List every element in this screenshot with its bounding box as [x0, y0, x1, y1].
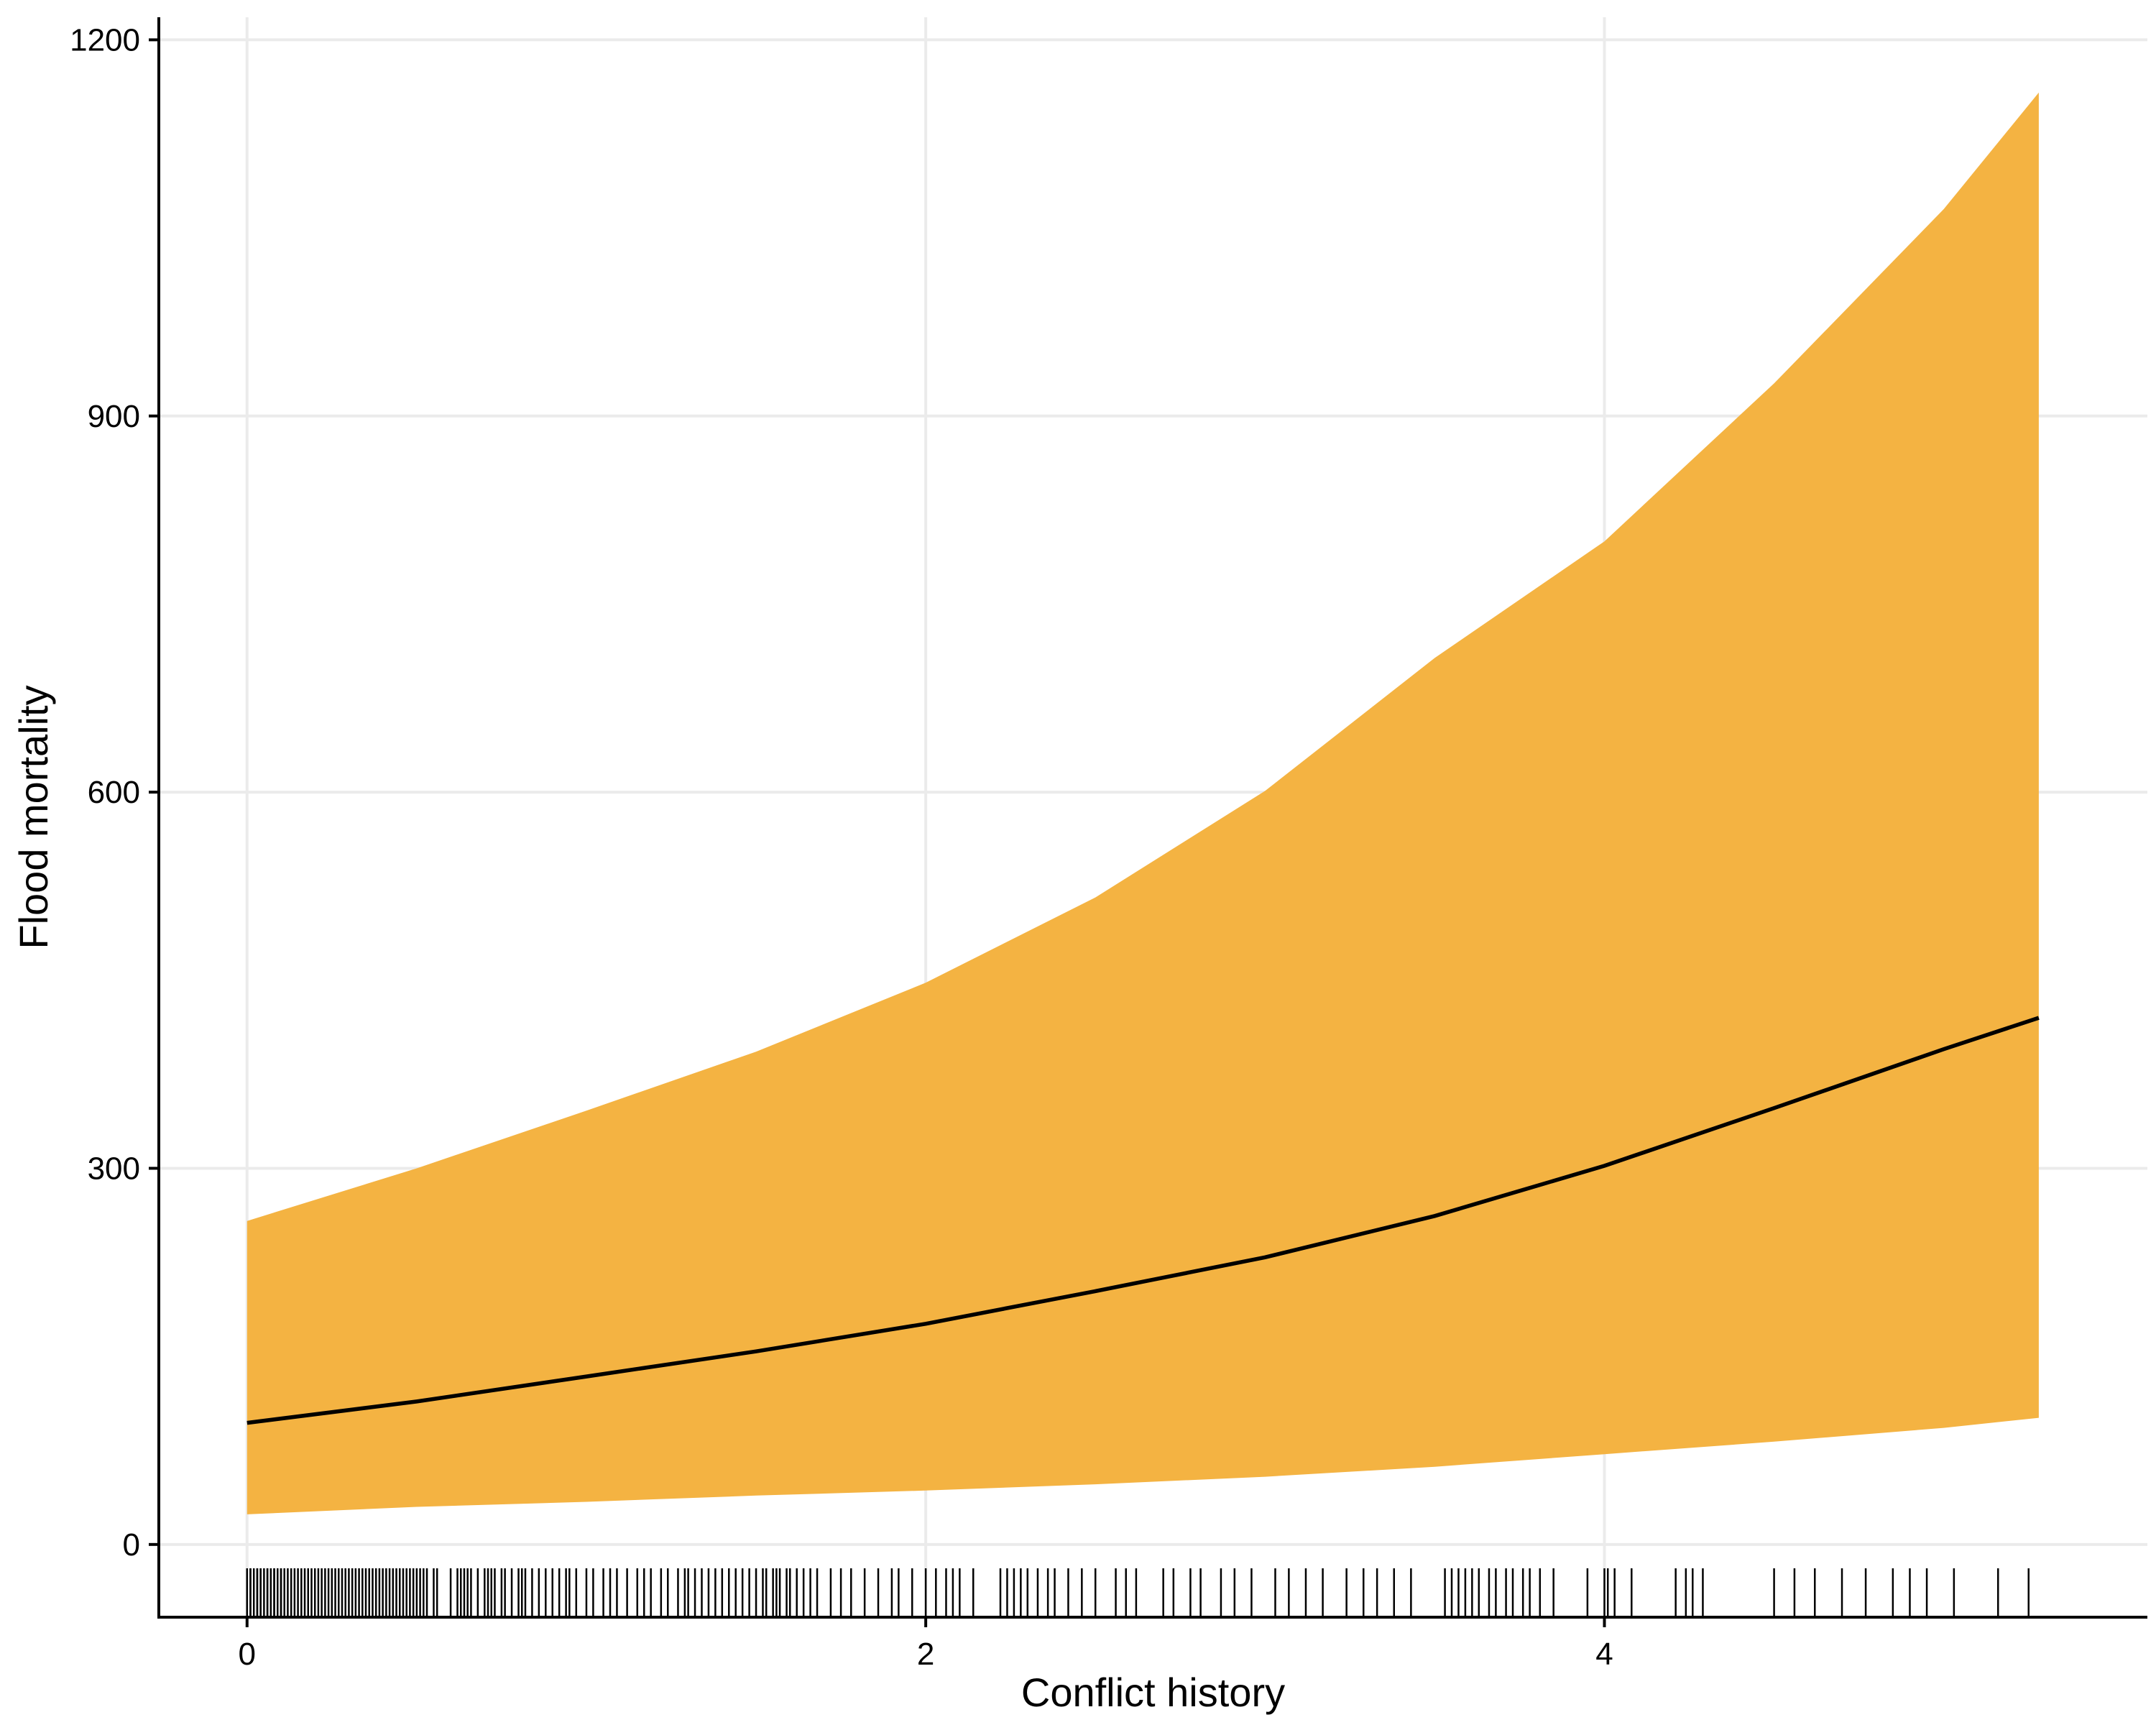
y-tick-label: 900 [88, 399, 140, 434]
x-tick-label: 2 [917, 1637, 934, 1672]
x-tick-label: 0 [239, 1637, 256, 1672]
y-tick-label: 1200 [70, 22, 140, 58]
confidence-band [247, 92, 2039, 1514]
axis-ticks: 0 300 600 900 1200 0 2 4 [70, 22, 1613, 1672]
y-tick-label: 0 [123, 1527, 140, 1563]
fitted-line [247, 1016, 2040, 1425]
y-axis-title: Flood mortality [11, 685, 56, 949]
axes [157, 17, 2147, 1619]
x-axis-title: Conflict history [1021, 1670, 1285, 1715]
rug-marks [246, 1568, 2030, 1617]
y-tick-label: 600 [88, 775, 140, 810]
x-tick-label: 4 [1595, 1637, 1613, 1672]
y-tick-label: 300 [88, 1151, 140, 1186]
